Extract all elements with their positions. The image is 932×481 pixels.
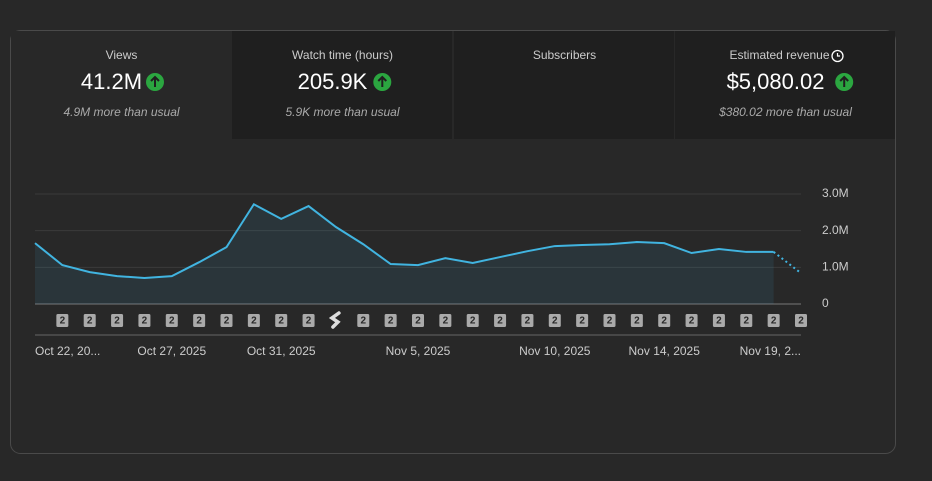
area <box>35 204 774 304</box>
video-marker[interactable] <box>658 314 671 327</box>
video-marker-label: 2 <box>114 316 120 327</box>
video-marker[interactable] <box>83 314 96 327</box>
video-marker[interactable] <box>193 314 206 327</box>
video-marker-label: 2 <box>361 316 367 327</box>
video-marker[interactable] <box>795 314 807 327</box>
video-marker[interactable] <box>466 314 479 327</box>
metric-note: 4.9M more than usual <box>63 105 179 119</box>
video-marker[interactable] <box>521 314 534 327</box>
metric-title: Estimated revenue <box>729 48 829 62</box>
video-marker-label: 2 <box>607 316 613 327</box>
video-marker[interactable] <box>712 314 725 327</box>
video-marker[interactable] <box>165 314 178 327</box>
video-marker-label: 2 <box>60 316 66 327</box>
video-marker[interactable] <box>138 314 151 327</box>
video-marker-label: 2 <box>579 316 585 327</box>
video-marker[interactable] <box>576 314 589 327</box>
video-marker-label: 2 <box>744 316 750 327</box>
video-marker[interactable] <box>740 314 753 327</box>
video-marker[interactable] <box>630 314 643 327</box>
video-marker-label: 2 <box>497 316 503 327</box>
trend-arrow <box>150 75 160 87</box>
video-marker[interactable] <box>603 314 616 327</box>
x-tick-label: Nov 19, 2... <box>740 344 801 358</box>
y-tick-label: 0 <box>822 296 829 310</box>
video-marker[interactable] <box>412 314 424 327</box>
line <box>34 202 774 279</box>
metric-tab[interactable] <box>232 31 452 139</box>
metric-tab[interactable] <box>675 31 895 139</box>
video-marker-label: 2 <box>169 316 175 327</box>
metric-value: $5,080.02 <box>727 69 825 94</box>
partial-line <box>773 251 802 274</box>
video-marker-label: 2 <box>798 316 804 327</box>
video-marker-label: 2 <box>443 316 449 327</box>
x-tick-label: Oct 22, 20... <box>35 344 100 358</box>
video-marker-label: 2 <box>415 316 421 327</box>
x-tick-label: Oct 31, 2025 <box>247 344 316 358</box>
y-tick-label: 2.0M <box>822 223 849 237</box>
video-marker-label: 2 <box>224 316 230 327</box>
x-tick-label: Oct 27, 2025 <box>137 344 206 358</box>
video-marker-label: 2 <box>388 316 394 327</box>
metric-value: 41.2M <box>81 69 142 94</box>
video-marker-label: 2 <box>278 316 284 327</box>
x-tick-label: Nov 10, 2025 <box>519 344 591 358</box>
video-marker-label: 2 <box>142 316 148 327</box>
video-marker[interactable] <box>247 314 260 327</box>
video-marker-label: 2 <box>771 316 777 327</box>
metric-value: 205.9K <box>298 69 368 94</box>
video-marker-label: 2 <box>525 316 531 327</box>
trend-arrow <box>839 75 849 87</box>
y-tick-label: 1.0M <box>822 260 849 274</box>
metric-title: Watch time (hours) <box>292 48 393 62</box>
video-marker[interactable] <box>357 314 370 327</box>
x-tick-label: Nov 5, 2025 <box>386 344 451 358</box>
video-marker-label: 2 <box>470 316 476 327</box>
video-marker-label: 2 <box>196 316 202 327</box>
video-marker[interactable] <box>548 314 561 327</box>
metric-note: 5.9K more than usual <box>285 105 399 119</box>
metric-tab[interactable] <box>454 31 674 139</box>
video-marker[interactable] <box>275 314 288 327</box>
video-marker-label: 2 <box>552 316 558 327</box>
video-marker-label: 2 <box>251 316 257 327</box>
video-marker-label: 2 <box>634 316 640 327</box>
clock-hand <box>836 53 840 57</box>
video-marker[interactable] <box>220 314 233 327</box>
shorts-icon[interactable] <box>328 311 341 329</box>
video-marker[interactable] <box>494 314 507 327</box>
video-marker[interactable] <box>384 314 397 327</box>
analytics-card <box>10 30 896 454</box>
video-marker[interactable] <box>302 314 315 327</box>
video-marker[interactable] <box>111 314 124 327</box>
y-tick-label: 3.0M <box>822 186 849 200</box>
metric-tab[interactable] <box>11 31 231 139</box>
trend-arrow <box>377 75 388 87</box>
video-marker-label: 2 <box>661 316 667 327</box>
metric-note: $380.02 more than usual <box>718 105 852 119</box>
video-marker[interactable] <box>56 314 69 327</box>
video-marker-label: 2 <box>689 316 695 327</box>
video-marker-label: 2 <box>306 316 312 327</box>
video-marker-label: 2 <box>716 316 722 327</box>
metric-title: Views <box>106 48 138 62</box>
video-marker-label: 2 <box>87 316 93 327</box>
x-tick-label: Nov 14, 2025 <box>629 344 701 358</box>
video-marker[interactable] <box>439 314 452 327</box>
metric-title: Subscribers <box>533 48 596 62</box>
video-marker[interactable] <box>685 314 698 327</box>
clock-icon <box>831 49 844 63</box>
video-marker[interactable] <box>767 314 780 327</box>
